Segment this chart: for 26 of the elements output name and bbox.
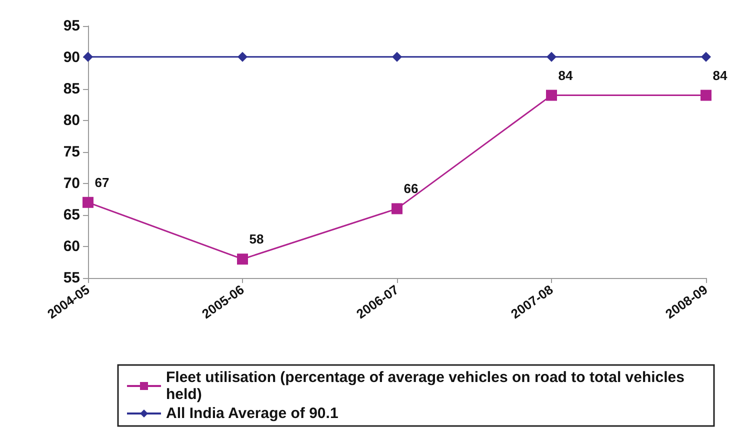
y-tick-label: 70 — [63, 175, 80, 192]
y-tick-label: 65 — [63, 206, 80, 224]
data-label: 84 — [558, 68, 574, 83]
point — [546, 52, 556, 62]
data-label: 67 — [94, 174, 110, 190]
point — [237, 254, 248, 265]
legend-label: Fleet utilisation (percentage of average vehicles on road to total vehicles held) — [166, 369, 689, 403]
point — [546, 90, 557, 101]
point — [83, 52, 93, 62]
legend-label: All India Average of 90.1 — [166, 405, 338, 422]
point — [701, 52, 711, 62]
point — [392, 203, 402, 214]
point — [392, 52, 402, 62]
y-tick-label: 90 — [63, 49, 80, 66]
point — [82, 196, 94, 208]
data-label: 84 — [712, 68, 728, 83]
y-tick-label: 60 — [63, 238, 80, 255]
point — [700, 90, 712, 101]
y-tick-label: 80 — [63, 112, 80, 129]
point — [238, 52, 248, 62]
data-label: 66 — [404, 181, 418, 196]
y-tick-label: 75 — [63, 144, 80, 160]
data-label: 58 — [249, 232, 264, 247]
y-tick-label: 55 — [63, 270, 80, 286]
y-tick-label: 95 — [63, 18, 80, 34]
y-tick-label: 85 — [63, 80, 80, 98]
